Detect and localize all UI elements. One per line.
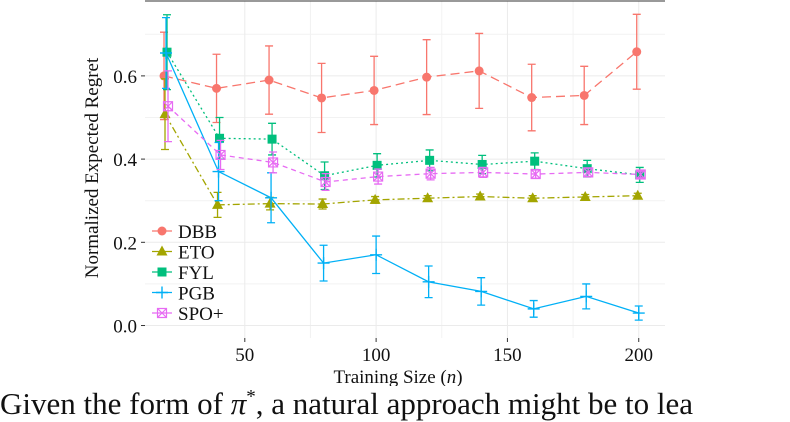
axis-layer: 50 100 150 200 0.0 0.2 0.4 0.6 xyxy=(113,0,665,366)
data-point-dbb xyxy=(474,66,484,76)
data-point-dbb xyxy=(264,75,274,85)
legend-marker-dbb xyxy=(157,226,167,236)
data-point-pgb xyxy=(212,165,225,178)
x-tick-label: 150 xyxy=(493,345,522,366)
data-point-spo xyxy=(162,101,174,112)
legend-label-fyl: FYL xyxy=(178,263,214,284)
y-tick-label: 0.6 xyxy=(113,67,137,88)
y-tick-label: 0.4 xyxy=(113,150,137,171)
data-point-eto xyxy=(317,198,329,209)
legend-marker-fyl xyxy=(157,267,167,277)
data-point-spo xyxy=(373,171,384,182)
data-point-eto xyxy=(632,189,644,200)
data-point-pgb xyxy=(475,285,488,298)
data-point-spo xyxy=(530,168,541,180)
data-point-dbb xyxy=(317,93,327,103)
series-line-dbb xyxy=(163,51,638,99)
data-point-dbb xyxy=(422,72,432,82)
x-tick-label: 100 xyxy=(362,345,391,366)
legend-marker-pgb xyxy=(156,286,168,299)
data-point-spo xyxy=(267,157,279,168)
series-layer xyxy=(159,13,646,321)
data-point-dbb xyxy=(527,93,537,103)
data-point-spo xyxy=(425,168,436,179)
data-point-pgb xyxy=(160,47,173,60)
series-line-fyl xyxy=(166,51,640,177)
x-tick-label: 200 xyxy=(624,345,653,366)
data-point-dbb xyxy=(369,85,379,95)
data-point-dbb xyxy=(579,90,589,100)
y-tick-label: 0.0 xyxy=(113,317,137,338)
data-point-fyl xyxy=(530,156,540,166)
data-point-spo xyxy=(215,149,226,161)
legend-label-pgb: PGB xyxy=(178,284,215,305)
series-fyl xyxy=(162,14,645,191)
data-point-spo xyxy=(635,169,646,180)
data-point-eto xyxy=(422,192,434,203)
y-tick-label: 0.2 xyxy=(113,233,137,254)
caption-text: Given the form of π*, a natural approach… xyxy=(0,386,694,421)
data-point-eto xyxy=(212,198,224,209)
data-point-dbb xyxy=(212,83,222,93)
legend-label-spo: SPO+ xyxy=(178,304,224,325)
data-point-pgb xyxy=(632,307,645,320)
data-point-fyl xyxy=(267,134,277,144)
data-point-fyl xyxy=(215,133,225,143)
data-point-pgb xyxy=(370,248,383,261)
data-point-eto xyxy=(474,190,486,201)
x-axis-title: Training Size (n) xyxy=(333,367,462,386)
legend-label-eto: ETO xyxy=(178,243,215,264)
data-point-eto xyxy=(264,197,276,208)
data-point-fyl xyxy=(372,160,382,170)
series-dbb xyxy=(159,13,642,134)
data-point-eto xyxy=(527,192,539,203)
data-point-pgb xyxy=(265,191,278,204)
data-point-spo xyxy=(583,167,594,178)
data-point-fyl xyxy=(320,171,330,181)
expected-regret-chart: 50 100 150 200 0.0 0.2 0.4 0.6 DBBETOFYLPGBSPO+… xyxy=(82,0,665,386)
legend-label-dbb: DBB xyxy=(178,222,217,243)
data-point-fyl xyxy=(425,155,435,165)
data-point-pgb xyxy=(317,257,330,270)
legend-marker-eto xyxy=(156,245,168,256)
data-point-pgb xyxy=(422,275,435,288)
data-point-spo xyxy=(320,176,331,188)
data-point-spo xyxy=(478,167,489,178)
series-line-eto xyxy=(164,113,638,206)
data-point-dbb xyxy=(632,47,642,57)
data-point-pgb xyxy=(580,290,593,303)
legend-marker-spo xyxy=(156,307,168,319)
series-pgb xyxy=(160,16,645,321)
data-point-fyl xyxy=(162,47,172,57)
data-point-pgb xyxy=(527,302,540,315)
data-point-eto xyxy=(579,190,591,201)
plot-panel xyxy=(145,1,665,338)
x-tick-label: 50 xyxy=(235,345,254,366)
series-spo xyxy=(162,70,646,191)
series-line-spo xyxy=(167,105,641,183)
series-line-pgb xyxy=(165,52,639,314)
y-axis-title: Normalized Expected Regret xyxy=(82,57,103,278)
data-point-eto xyxy=(369,193,381,204)
data-point-fyl xyxy=(477,160,487,170)
